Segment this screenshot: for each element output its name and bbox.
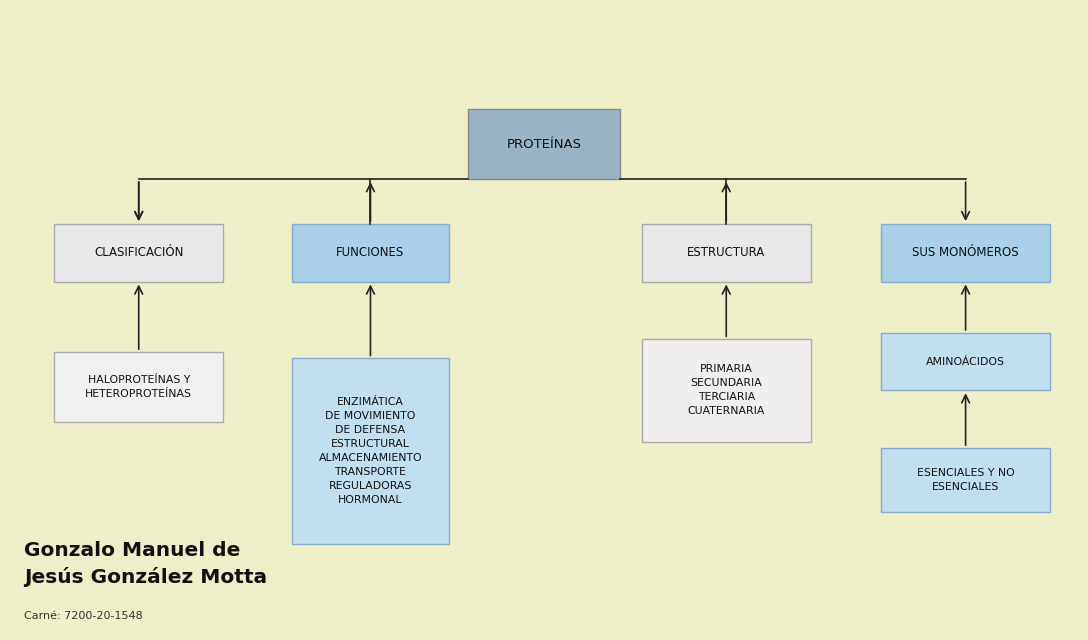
FancyBboxPatch shape bbox=[881, 224, 1050, 282]
Text: ENZIMÁTICA
DE MOVIMIENTO
DE DEFENSA
ESTRUCTURAL
ALMACENAMIENTO
TRANSPORTE
REGULA: ENZIMÁTICA DE MOVIMIENTO DE DEFENSA ESTR… bbox=[319, 397, 422, 505]
Text: ESENCIALES Y NO
ESENCIALES: ESENCIALES Y NO ESENCIALES bbox=[917, 468, 1014, 492]
FancyBboxPatch shape bbox=[468, 109, 620, 179]
FancyBboxPatch shape bbox=[292, 358, 449, 544]
FancyBboxPatch shape bbox=[54, 352, 223, 422]
Text: CLASIFICACIÓN: CLASIFICACIÓN bbox=[94, 246, 184, 259]
Text: PRIMARIA
SECUNDARIA
TERCIARIA
CUATERNARIA: PRIMARIA SECUNDARIA TERCIARIA CUATERNARI… bbox=[688, 364, 765, 417]
Text: SUS MONÓMEROS: SUS MONÓMEROS bbox=[912, 246, 1019, 259]
Text: FUNCIONES: FUNCIONES bbox=[336, 246, 405, 259]
FancyBboxPatch shape bbox=[642, 224, 811, 282]
Text: Carné: 7200-20-1548: Carné: 7200-20-1548 bbox=[24, 611, 143, 621]
FancyBboxPatch shape bbox=[642, 339, 811, 442]
FancyBboxPatch shape bbox=[881, 333, 1050, 390]
FancyBboxPatch shape bbox=[881, 448, 1050, 512]
Text: AMINOÁCIDOS: AMINOÁCIDOS bbox=[926, 356, 1005, 367]
Text: HALOPROTEÍNAS Y
HETEROPROTEÍNAS: HALOPROTEÍNAS Y HETEROPROTEÍNAS bbox=[85, 375, 193, 399]
FancyBboxPatch shape bbox=[292, 224, 449, 282]
Text: PROTEÍNAS: PROTEÍNAS bbox=[507, 138, 581, 150]
FancyBboxPatch shape bbox=[54, 224, 223, 282]
Text: Gonzalo Manuel de
Jesús González Motta: Gonzalo Manuel de Jesús González Motta bbox=[24, 541, 267, 587]
Text: ESTRUCTURA: ESTRUCTURA bbox=[688, 246, 765, 259]
